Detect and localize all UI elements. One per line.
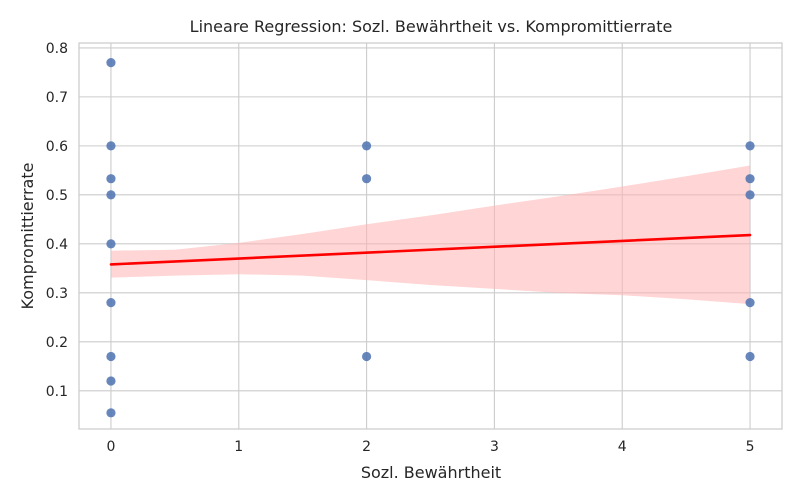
x-tick-label: 5 (746, 439, 755, 455)
x-tick-label: 3 (490, 439, 499, 455)
y-tick-labels: 0.1 0.2 0.3 0.4 0.5 0.6 0.7 0.8 (46, 41, 68, 400)
data-point (745, 174, 755, 184)
y-tick-label: 0.1 (46, 384, 68, 400)
chart-title: Lineare Regression: Sozl. Bewährtheit vs… (190, 17, 673, 36)
x-axis-label: Sozl. Bewährtheit (361, 463, 501, 482)
plot-border (78, 42, 783, 430)
y-tick-label: 0.2 (46, 335, 68, 351)
data-point (106, 376, 116, 386)
data-point (106, 408, 116, 418)
x-tick-label: 1 (234, 439, 243, 455)
data-point (106, 141, 116, 151)
data-point (361, 174, 372, 184)
x-tick-labels: 0 1 2 3 4 5 (106, 439, 754, 455)
scatter-points (106, 57, 755, 418)
x-tick-label: 4 (618, 439, 627, 455)
data-point (106, 57, 116, 68)
data-point (106, 239, 116, 249)
data-point (745, 141, 755, 151)
y-axis-label: Kompromittierrate (18, 163, 37, 310)
y-tick-label: 0.6 (46, 139, 68, 155)
regression-line-group (109, 233, 752, 266)
y-tick-label: 0.7 (46, 90, 68, 106)
y-tick-label: 0.3 (46, 286, 68, 302)
x-tick-label: 2 (362, 439, 371, 455)
data-point (106, 298, 116, 308)
regression-line (109, 233, 752, 266)
y-tick-label: 0.4 (46, 237, 68, 253)
data-point (106, 174, 116, 184)
confidence-band-group (110, 165, 751, 305)
plot-frame (78, 42, 783, 430)
data-point (361, 351, 372, 362)
data-point (745, 190, 755, 200)
data-point (106, 190, 116, 200)
data-point (106, 351, 116, 362)
x-tick-label: 0 (106, 439, 115, 455)
y-tick-label: 0.5 (46, 188, 68, 204)
confidence-band (110, 165, 751, 305)
y-tick-label: 0.8 (46, 41, 68, 57)
data-point (745, 298, 755, 308)
data-point (361, 141, 372, 151)
data-point (745, 351, 755, 362)
